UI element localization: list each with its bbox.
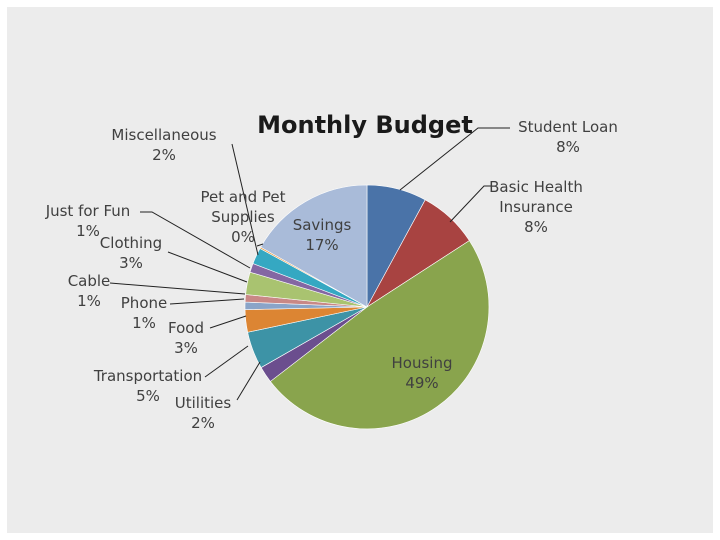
pie-slice-savings	[260, 184, 368, 308]
slice-label-basic-health-insurance: Basic Health Insurance 8%	[489, 178, 583, 236]
slice-label-clothing: Clothing 3%	[100, 234, 162, 272]
leader-line-clothing	[167, 251, 248, 283]
slice-label-savings: Savings 17%	[293, 216, 352, 254]
leader-line-cable	[109, 282, 246, 295]
leader-line-miscellaneous	[231, 143, 259, 256]
slice-label-just-for-fun: Just for Fun 1%	[45, 202, 131, 240]
leader-line-phone	[169, 298, 245, 305]
slice-label-pet-and-pet-supplies: Pet and Pet Supplies 0%	[201, 188, 286, 246]
slice-label-phone: Phone 1%	[121, 294, 167, 332]
slice-label-food: Food 3%	[168, 319, 204, 357]
leader-line-pet-and-pet-supplies	[256, 243, 264, 247]
leader-lines	[109, 127, 510, 401]
slice-label-student-loan: Student Loan 8%	[518, 118, 618, 156]
leader-line-utilities	[236, 361, 261, 401]
leader-line-basic-health-insurance	[449, 185, 494, 223]
pie-slices	[244, 184, 490, 430]
pie-slice-housing	[269, 240, 490, 430]
chart-title: Monthly Budget	[257, 111, 473, 139]
leader-line-food	[209, 315, 247, 329]
slice-label-utilities: Utilities 2%	[175, 394, 232, 432]
leader-line-just-for-fun	[140, 211, 251, 269]
leader-line-transportation	[204, 345, 249, 378]
leader-line-student-loan	[399, 127, 510, 191]
slice-label-transportation: Transportation 5%	[93, 367, 202, 405]
slice-labels: Student Loan 8% Basic Health Insurance 8% Hou…	[45, 118, 618, 432]
slice-label-cable: Cable 1%	[68, 272, 111, 310]
slice-label-miscellaneous: Miscellaneous 2%	[111, 126, 216, 164]
slice-label-housing: Housing 49%	[392, 354, 453, 392]
